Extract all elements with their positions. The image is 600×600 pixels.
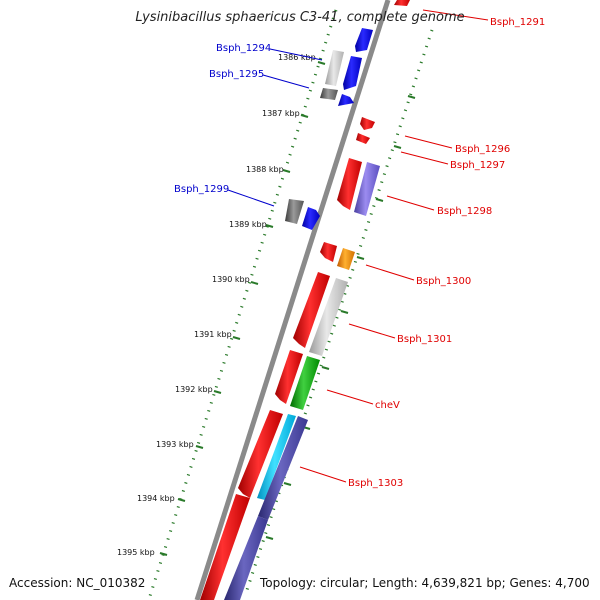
gene-bsph-1300-red-feature[interactable] [320,242,337,262]
gene-label-bsph-1297[interactable]: Bsph_1297 [450,160,505,171]
gene-labels: Bsph_1291 Bsph_1294 Bsph_1295 Bsph_1296 … [174,17,545,489]
gene-bsph-1299b-feature[interactable] [302,207,320,230]
scale-ticks [159,61,326,556]
scale-label: 1395 kbp [117,548,155,557]
gene-bsph-1304-feature[interactable] [224,516,268,600]
gene-bsph-1303-cyan-feature[interactable] [257,414,296,500]
scale-labels: 1386 kbp 1387 kbp 1388 kbp 1389 kbp 1390… [117,53,316,557]
scale-label: 1386 kbp [278,53,316,62]
gene-bsph-1303-feature[interactable] [258,416,308,520]
gene-label-bsph-1303[interactable]: Bsph_1303 [348,478,403,489]
gene-label-chev[interactable]: cheV [375,400,400,411]
gene-bsph-1299-feature[interactable] [285,199,304,224]
gene-label-bsph-1296[interactable]: Bsph_1296 [455,144,510,155]
accession-text: Accession: NC_010382 [9,576,146,590]
gene-bsph-1301-red-feature[interactable] [293,272,330,348]
gene-bsph-1295b-feature[interactable] [338,94,354,106]
reverse-strand-genes [285,0,410,230]
gene-bsph-1301-feature[interactable] [309,278,348,356]
scale-label: 1388 kbp [246,165,284,174]
gene-bsph-1303-red-feature[interactable] [238,410,283,498]
gene-bsph-1291-feature[interactable] [394,0,410,6]
gene-bsph-1296-feature[interactable] [360,117,375,130]
scale-label: 1390 kbp [212,275,250,284]
gene-bsph-1304-red-feature[interactable] [200,494,250,600]
map-title: Lysinibacillus sphaericus C3-41, complet… [135,10,465,25]
inner-tick-ring [243,29,434,597]
gene-bsph-1293-feature[interactable] [343,56,362,90]
gene-bsph-1294-feature[interactable] [325,50,344,86]
gene-chev-red-feature[interactable] [275,350,303,404]
genome-backbone [194,0,391,600]
gene-chev-feature[interactable] [290,356,320,410]
gene-bsph-1292-feature[interactable] [355,28,373,52]
gene-label-bsph-1291[interactable]: Bsph_1291 [490,17,545,28]
gene-bsph-1300-feature[interactable] [337,248,355,270]
scale-label: 1392 kbp [175,385,213,394]
scale-label: 1389 kbp [229,220,267,229]
forward-strand-genes [200,117,380,600]
gene-bsph-1298-feature[interactable] [354,162,380,216]
label-leaders [227,9,489,483]
scale-label: 1393 kbp [156,440,194,449]
gene-label-bsph-1299[interactable]: Bsph_1299 [174,184,229,195]
gene-label-bsph-1295[interactable]: Bsph_1295 [209,69,264,80]
scale-label: 1391 kbp [194,330,232,339]
gene-bsph-1298-red-feature[interactable] [337,158,362,210]
gene-label-bsph-1294[interactable]: Bsph_1294 [216,43,271,54]
gene-label-bsph-1301[interactable]: Bsph_1301 [397,334,452,345]
scale-label: 1394 kbp [137,494,175,503]
gene-bsph-1295-feature[interactable] [320,88,338,100]
genome-summary-text: Topology: circular; Length: 4,639,821 bp… [260,576,590,590]
gene-label-bsph-1300[interactable]: Bsph_1300 [416,276,471,287]
gene-bsph-1297-feature[interactable] [356,133,370,144]
gene-label-bsph-1298[interactable]: Bsph_1298 [437,206,492,217]
scale-label: 1387 kbp [262,109,300,118]
